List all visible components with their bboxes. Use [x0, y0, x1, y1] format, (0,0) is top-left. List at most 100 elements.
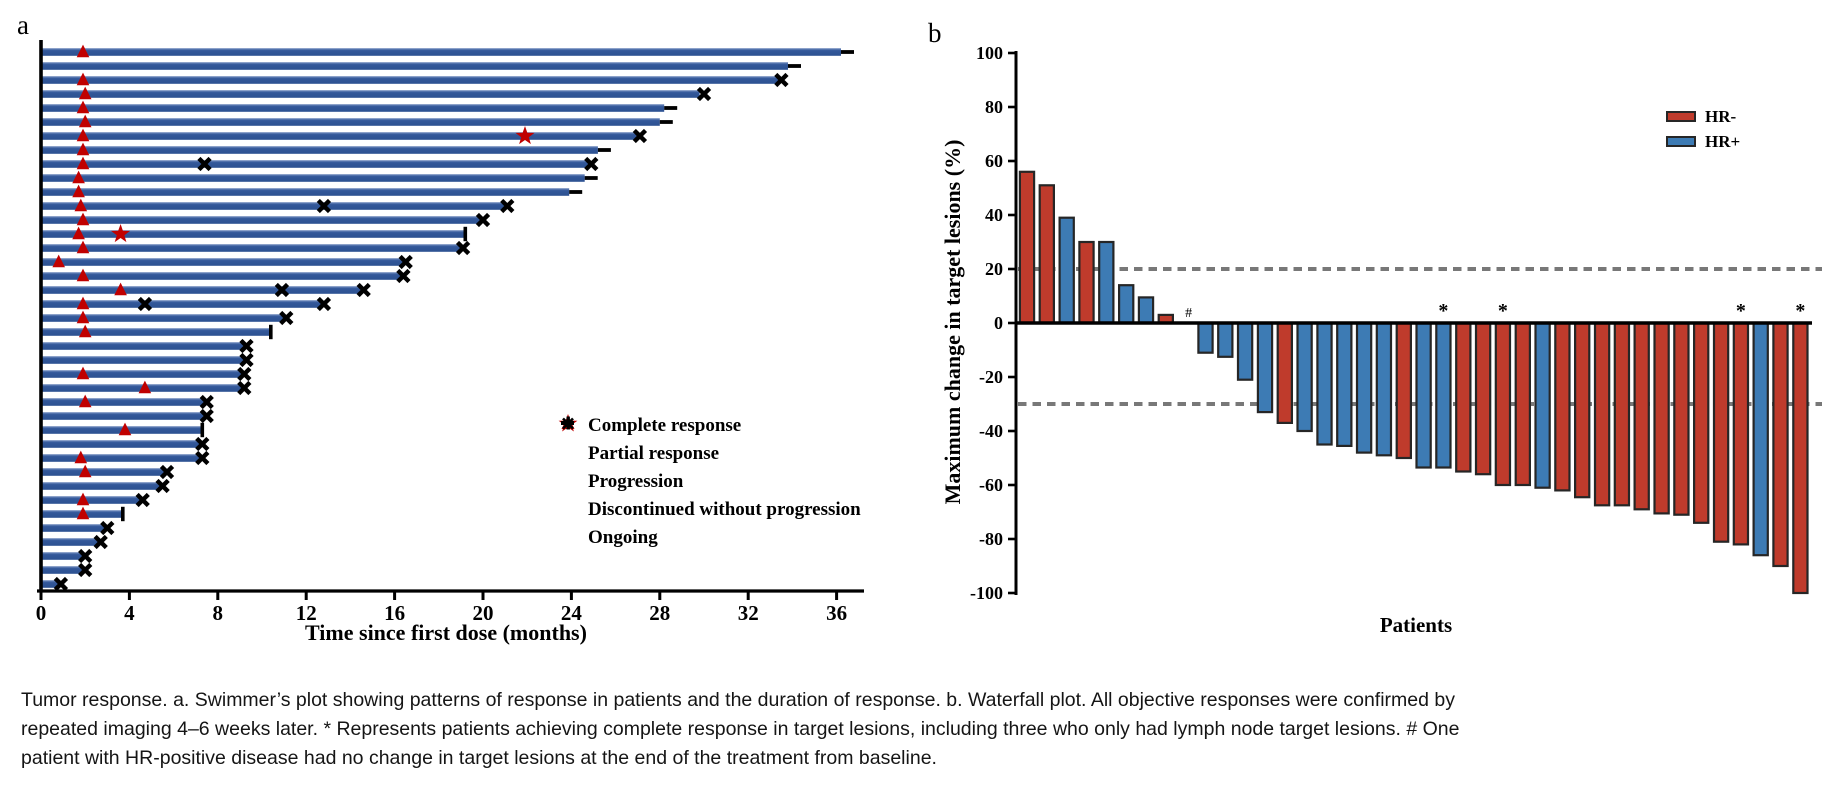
ongoing-marker	[841, 50, 854, 54]
waterfall-bar	[1752, 321, 1769, 557]
waterfall-bar	[1455, 321, 1472, 473]
swimmer-bar	[41, 216, 481, 224]
progression-marker	[356, 282, 371, 298]
swimmer-xaxis-title: Time since first dose (months)	[305, 620, 587, 645]
waterfall-bar	[1355, 321, 1373, 454]
legend-item-progression: Progression	[556, 417, 861, 496]
swimmer-bar	[41, 48, 841, 56]
partial-response-marker	[76, 44, 90, 58]
swimmer-xaxis-tick-label: 32	[738, 601, 759, 625]
partial-response-marker	[76, 366, 90, 380]
progression-marker	[197, 156, 212, 172]
waterfall-bar	[1276, 321, 1293, 425]
swimmer-legend: Complete response Partial response Progr…	[556, 412, 861, 552]
legend-label: HR-	[1705, 106, 1737, 126]
swimmer-bar	[41, 314, 285, 322]
waterfall-bar	[1098, 240, 1115, 325]
waterfall-bar	[1256, 321, 1274, 414]
progression-marker	[199, 408, 214, 424]
swimmer-bar	[41, 118, 660, 126]
partial-response-marker	[76, 240, 90, 254]
ongoing-marker	[788, 64, 801, 68]
waterfall-yaxis-tick-label: -40	[979, 421, 1003, 441]
progression-marker	[316, 296, 332, 312]
swimmer-bar	[41, 174, 585, 182]
complete-response-asterisk-annotation: *	[1438, 300, 1448, 322]
progression-marker	[696, 86, 712, 102]
ongoing-dash-icon	[556, 421, 582, 549]
progression-marker	[135, 492, 150, 508]
partial-response-marker	[76, 310, 90, 324]
progression-marker	[195, 436, 210, 452]
swimmer-bar	[41, 300, 322, 308]
waterfall-bar	[1633, 321, 1650, 511]
swimmer-bar	[41, 482, 161, 490]
panel-b-label: b	[928, 18, 942, 48]
partial-response-marker	[114, 282, 127, 296]
partial-response-marker	[76, 142, 90, 156]
discontinued-marker	[200, 422, 205, 438]
waterfall-bar	[1732, 321, 1750, 546]
swimmer-bar	[41, 202, 506, 210]
legend-label: Ongoing	[588, 527, 658, 548]
swimmer-bar	[41, 580, 59, 588]
discontinued-marker	[269, 324, 273, 340]
progression-marker	[316, 198, 332, 214]
partial-response-marker	[78, 114, 92, 128]
complete-response-asterisk-annotation: *	[1736, 300, 1746, 322]
waterfall-bar	[1653, 321, 1670, 515]
ongoing-marker	[584, 176, 598, 180]
swimmer-bar	[41, 76, 780, 84]
progression-marker	[239, 338, 254, 354]
swimmer-bar	[41, 370, 243, 378]
progression-marker	[584, 156, 599, 172]
progression-marker	[632, 128, 648, 144]
partial-response-marker	[78, 324, 92, 338]
waterfall-bar	[1514, 321, 1531, 487]
progression-marker	[155, 478, 170, 494]
partial-response-marker	[76, 506, 90, 520]
partial-response-marker	[72, 170, 85, 184]
waterfall-bar	[1058, 216, 1075, 325]
swimmer-xaxis-tick-label: 24	[561, 601, 583, 625]
waterfall-bar	[1554, 321, 1571, 492]
swimmer-bar	[41, 552, 83, 560]
progression-marker	[137, 296, 153, 312]
waterfall-bar	[1792, 321, 1809, 595]
partial-response-marker	[76, 156, 90, 170]
waterfall-bar	[1316, 321, 1333, 446]
waterfall-bar	[1673, 321, 1690, 516]
swimmer-bar	[41, 342, 245, 350]
complete-response-marker	[515, 126, 535, 145]
progression-marker	[159, 464, 175, 480]
waterfall-bar	[1197, 321, 1214, 354]
swimmer-bar	[41, 524, 106, 532]
partial-response-marker	[78, 394, 92, 408]
swimmer-bar	[41, 188, 570, 196]
waterfall-bar	[1692, 321, 1710, 524]
progression-marker	[78, 548, 93, 564]
progression-marker	[475, 212, 491, 228]
complete-response-asterisk-annotation: *	[1498, 300, 1508, 322]
waterfall-yaxis-tick-label: -80	[979, 529, 1003, 549]
waterfall-bar	[1494, 321, 1512, 487]
discontinued-marker	[121, 506, 125, 522]
partial-response-marker	[76, 296, 90, 310]
partial-response-marker	[74, 450, 88, 464]
discontinued-marker	[463, 226, 468, 242]
swimmer-xaxis-tick-label: 8	[213, 601, 224, 625]
progression-marker	[274, 282, 290, 298]
legend-label: HR+	[1705, 131, 1741, 151]
progression-marker	[195, 450, 210, 466]
waterfall-yaxis-tick-label: 20	[985, 259, 1003, 279]
legend-item-ongoing: Ongoing	[556, 421, 861, 552]
swimmer-bar	[41, 62, 788, 70]
swimmer-bar	[41, 90, 700, 98]
swimmer-bar	[41, 286, 362, 294]
progression-marker	[396, 268, 411, 284]
swimmer-bar	[41, 132, 638, 140]
waterfall-bar	[1772, 321, 1789, 568]
swimmer-xaxis-tick-label: 4	[124, 601, 135, 625]
legend-item-complete-response: Complete response	[556, 412, 861, 440]
